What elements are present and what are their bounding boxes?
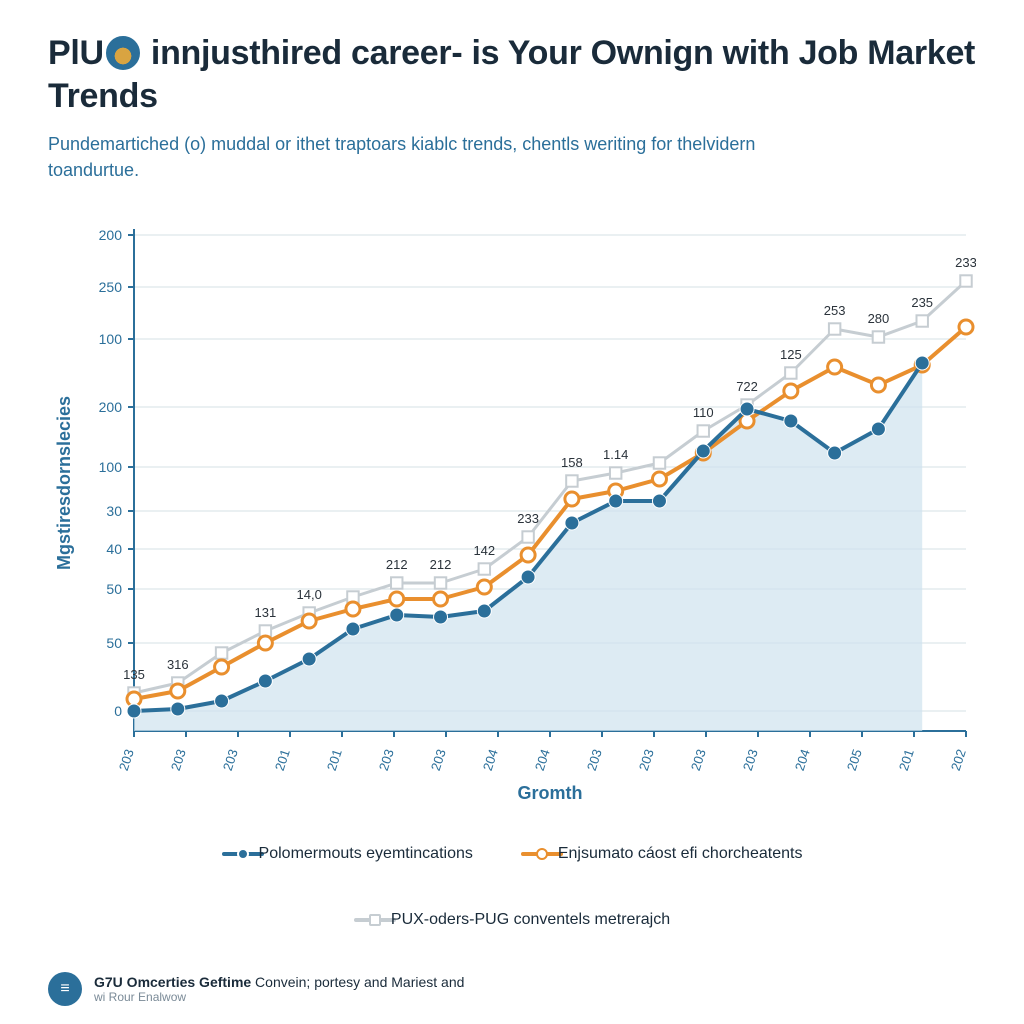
title-logo-icon — [106, 36, 140, 70]
svg-text:200: 200 — [99, 227, 123, 243]
svg-text:100: 100 — [99, 459, 123, 475]
svg-text:201: 201 — [324, 747, 345, 772]
legend-label: Polomermouts eyemtincations — [259, 845, 473, 863]
svg-text:203: 203 — [636, 747, 657, 772]
footer-rest: Convein; portesy and Mariest and — [251, 974, 464, 990]
svg-text:233: 233 — [955, 255, 976, 270]
svg-text:1.14: 1.14 — [603, 447, 628, 462]
svg-text:Gromth: Gromth — [518, 783, 583, 803]
svg-text:212: 212 — [386, 557, 408, 572]
footer-text: G7U Omcerties Geftime Convein; portesy a… — [94, 974, 464, 1004]
svg-text:125: 125 — [780, 347, 802, 362]
svg-text:212: 212 — [430, 557, 452, 572]
svg-text:14,0: 14,0 — [297, 587, 322, 602]
legend-item: Polomermouts eyemtincations — [222, 845, 473, 863]
svg-text:135: 135 — [123, 667, 145, 682]
legend-swatch — [354, 914, 381, 926]
svg-text:203: 203 — [220, 747, 241, 772]
svg-text:203: 203 — [376, 747, 397, 772]
legend-item: PUX-oders-PUG conventels metrerajch — [354, 911, 670, 929]
trend-chart-svg: 200 250 100 200 100 30 40 50 50 0 Mgstiresdornslec… — [48, 211, 976, 831]
svg-text:722: 722 — [736, 379, 758, 394]
svg-text:253: 253 — [824, 303, 846, 318]
svg-text:158: 158 — [561, 455, 583, 470]
svg-text:204: 204 — [792, 747, 813, 772]
svg-text:203: 203 — [428, 747, 449, 772]
svg-text:204: 204 — [480, 747, 501, 772]
page-subtitle: Pundemartiched (o) muddal or ithet trapt… — [48, 131, 768, 183]
svg-text:203: 203 — [584, 747, 605, 772]
trend-chart: 200 250 100 200 100 30 40 50 50 0 Mgstiresdornslec… — [48, 211, 976, 831]
svg-text:316: 316 — [167, 657, 189, 672]
legend-label: Enjsumato cáost efi chorcheatents — [558, 845, 803, 863]
svg-text:203: 203 — [740, 747, 761, 772]
svg-text:235: 235 — [911, 295, 933, 310]
svg-text:233: 233 — [517, 511, 539, 526]
svg-text:203: 203 — [116, 747, 137, 772]
chart-legend: Polomermouts eyemtincations Enjsumato cáo… — [48, 845, 976, 929]
svg-text:110: 110 — [693, 405, 714, 420]
svg-text:201: 201 — [272, 747, 293, 772]
svg-text:250: 250 — [99, 279, 123, 295]
page-root: PlU innjusthired career- is Your Ownign … — [0, 0, 1024, 1024]
legend-item: Enjsumato cáost efi chorcheatents — [521, 845, 803, 863]
svg-text:203: 203 — [688, 747, 709, 772]
svg-text:50: 50 — [106, 581, 122, 597]
svg-text:202: 202 — [948, 747, 969, 772]
svg-text:131: 131 — [255, 605, 277, 620]
legend-swatch — [521, 848, 548, 860]
svg-text:280: 280 — [868, 311, 890, 326]
page-title: PlU innjusthired career- is Your Ownign … — [48, 32, 976, 117]
svg-text:204: 204 — [532, 747, 553, 772]
legend-swatch — [222, 848, 249, 860]
svg-text:Mgstiresdornslecies: Mgstiresdornslecies — [54, 396, 74, 570]
title-part-1: PlU — [48, 34, 104, 72]
svg-text:200: 200 — [99, 399, 123, 415]
svg-text:205: 205 — [844, 747, 865, 772]
title-part-2: innjusthired career- is Your Ownign with… — [48, 34, 975, 115]
svg-text:100: 100 — [99, 331, 123, 347]
svg-text:201: 201 — [896, 747, 917, 772]
svg-text:40: 40 — [106, 541, 122, 557]
svg-text:142: 142 — [473, 543, 495, 558]
footer-badge-icon: ≡ — [48, 972, 82, 1006]
page-footer: ≡ G7U Omcerties Geftime Convein; portesy… — [48, 972, 464, 1006]
svg-text:50: 50 — [106, 635, 122, 651]
svg-text:203: 203 — [168, 747, 189, 772]
footer-bold: G7U Omcerties Geftime — [94, 974, 251, 990]
svg-text:0: 0 — [114, 703, 122, 719]
footer-line-2: wi Rour Enаlwow — [94, 990, 464, 1004]
svg-text:30: 30 — [106, 503, 122, 519]
legend-label: PUX-oders-PUG conventels metrerajch — [391, 911, 670, 929]
